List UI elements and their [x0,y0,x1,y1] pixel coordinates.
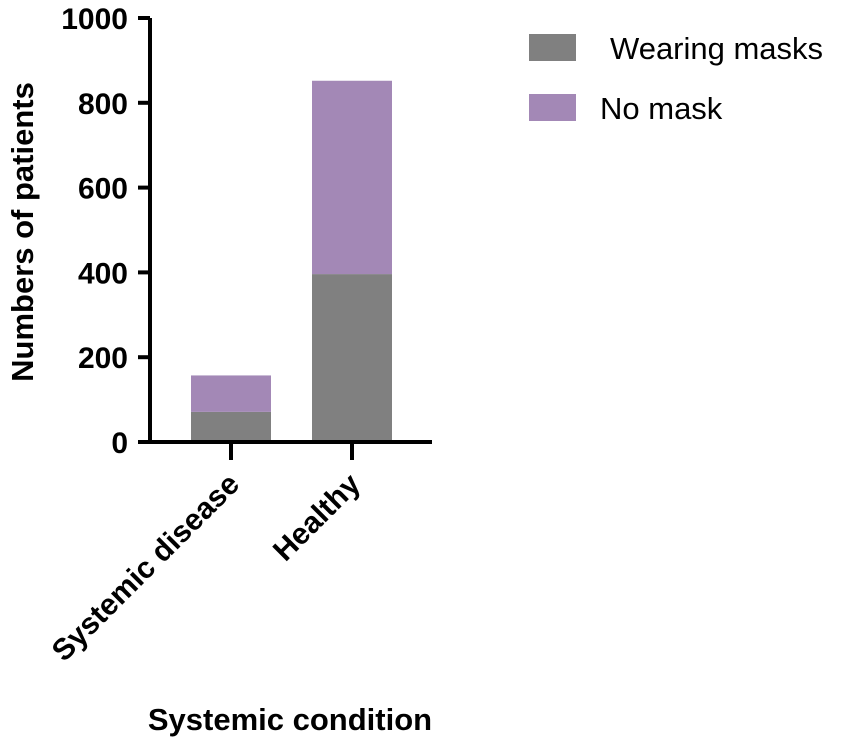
legend-label-wearing-masks: Wearing masks [610,31,823,66]
y-tick-label-600: 600 [78,173,128,206]
y-ticks-group: 0 200 400 600 800 1000 [61,3,150,460]
x-tick-label-systemic-disease: Systemic disease [46,468,246,668]
y-tick-label-1000: 1000 [61,3,128,36]
legend-swatch-wearing-masks [529,34,576,61]
y-axis-title: Numbers of patients [5,82,40,382]
bar-systemic-disease-wearing-masks [191,411,271,442]
axes-group [148,18,432,444]
legend-swatch-no-mask [529,94,576,121]
y-tick-label-200: 200 [78,342,128,375]
y-tick-label-400: 400 [78,257,128,290]
x-tick-label-healthy: Healthy [267,467,367,567]
bar-systemic-disease-no-mask [191,375,271,412]
legend: Wearing masks No mask [529,31,823,126]
y-tick-label-800: 800 [78,88,128,121]
x-ticks-group: Systemic disease Healthy [46,442,367,668]
bar-healthy-wearing-masks [312,274,392,442]
bars-group [191,80,392,442]
legend-label-no-mask: No mask [600,91,723,126]
x-axis-title: Systemic condition [148,702,432,737]
bar-healthy-no-mask [312,80,392,275]
y-tick-label-0: 0 [111,427,128,460]
